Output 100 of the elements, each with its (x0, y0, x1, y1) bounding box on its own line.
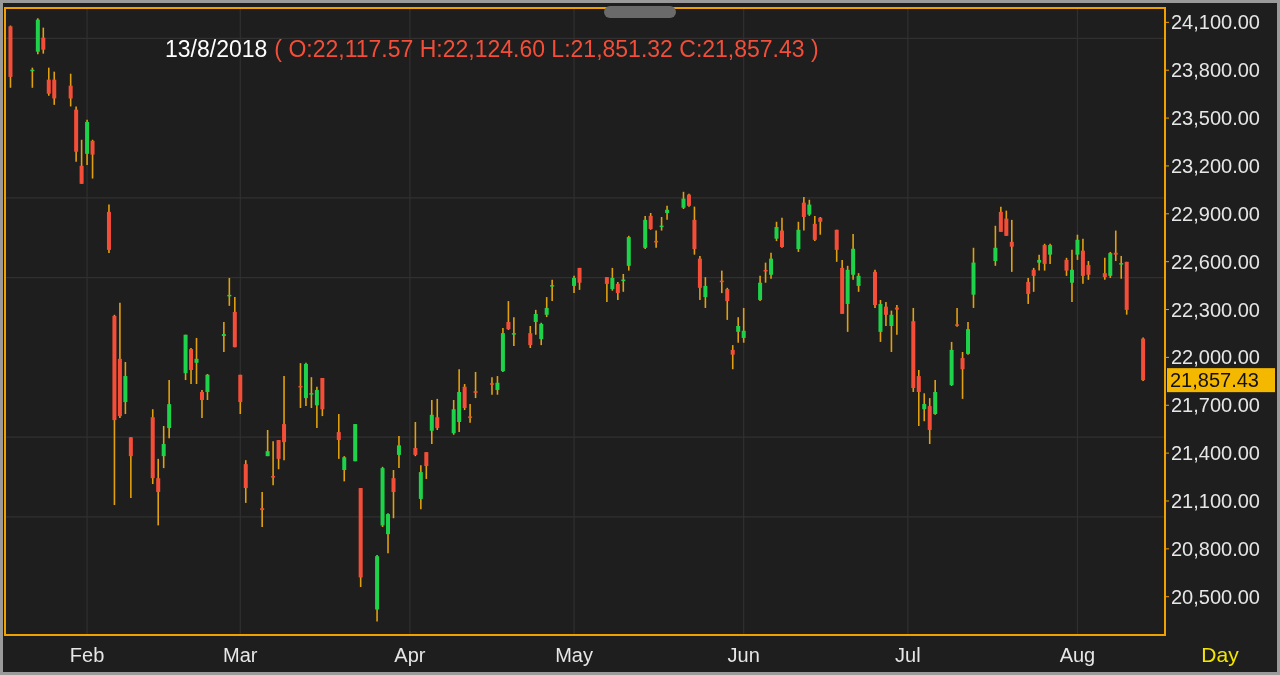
x-tick-label: Aug (1059, 644, 1096, 666)
y-tick-label: 24,100.00 (1171, 11, 1260, 34)
candlestick (1108, 251, 1113, 279)
candlestick (856, 272, 861, 293)
y-tick-label: 23,500.00 (1171, 107, 1260, 130)
candlestick (424, 451, 429, 480)
candlestick (271, 440, 276, 487)
candlestick (604, 276, 609, 303)
candlestick (161, 425, 166, 469)
candlestick (68, 72, 73, 108)
candlestick (396, 435, 401, 469)
candlestick (79, 138, 84, 185)
candlestick (429, 399, 434, 445)
candlestick (1031, 267, 1036, 293)
y-tick-label: 20,500.00 (1171, 585, 1260, 608)
candlestick (199, 389, 204, 419)
candlestick (1069, 249, 1074, 303)
candlestick (955, 307, 960, 328)
candlestick (927, 397, 932, 445)
candlestick (468, 403, 473, 424)
candlestick (391, 469, 396, 520)
y-tick-label: 21,700.00 (1171, 394, 1260, 417)
candlestick (1009, 219, 1014, 273)
candlestick (736, 316, 741, 344)
candlestick (894, 304, 899, 336)
candlestick (818, 216, 823, 236)
candlestick (221, 321, 226, 353)
candlestick (758, 275, 763, 302)
y-tick-label: 21,400.00 (1171, 442, 1260, 465)
candlestick (1042, 243, 1047, 272)
y-tick-label: 21,100.00 (1171, 489, 1260, 512)
x-tick-label: Apr (394, 644, 426, 666)
candlestick (489, 376, 494, 396)
candlestick (774, 220, 779, 242)
candlestick (128, 436, 133, 499)
candlestick (539, 321, 544, 346)
candlestick (769, 251, 774, 280)
text: Day (1201, 643, 1240, 666)
candlestick (1119, 255, 1124, 280)
candlestick (336, 413, 341, 460)
candlestick (916, 369, 921, 427)
y-tick-label: 23,200.00 (1171, 154, 1260, 177)
x-tick-label: Mar (223, 644, 258, 666)
candlestick (741, 307, 746, 344)
candlestick (495, 375, 500, 396)
candlestick (703, 276, 708, 309)
candlestick (473, 371, 478, 399)
candlestick (883, 301, 888, 327)
candlestick (243, 459, 248, 504)
candlestick (812, 215, 817, 242)
candlestick (511, 316, 516, 347)
candlestick (615, 281, 620, 301)
candlestick (1048, 243, 1053, 265)
candlestick (528, 325, 533, 349)
candlestick (194, 337, 199, 385)
x-tick-label: Jun (727, 644, 760, 666)
candlestick (41, 26, 46, 55)
candlestick (796, 220, 801, 253)
candlestick (265, 429, 270, 457)
candlestick (435, 398, 440, 431)
candlestick (167, 379, 172, 439)
candlestick (533, 309, 538, 336)
candlestick (550, 279, 555, 302)
candlestick (801, 196, 806, 232)
candlestick (314, 385, 319, 429)
candlestick (189, 347, 194, 385)
text: 13/8/2018 (165, 36, 268, 62)
y-tick-label: 22,300.00 (1171, 298, 1260, 321)
candlestick (993, 224, 998, 267)
candlestick (725, 287, 730, 321)
text: 21,857.43 (1170, 369, 1259, 392)
y-tick-label: 22,900.00 (1171, 202, 1260, 225)
y-tick-label: 22,600.00 (1171, 250, 1260, 273)
candlestick (1026, 277, 1031, 305)
candlestick (730, 344, 735, 370)
candlestick (260, 491, 265, 528)
y-tick-label: 20,800.00 (1171, 537, 1260, 560)
candlestick (1037, 253, 1042, 272)
candlestick (922, 392, 927, 423)
candlestick (544, 296, 549, 318)
candlestick (506, 300, 511, 331)
candlestick (779, 217, 784, 249)
candlestick (1075, 233, 1080, 261)
y-tick-label: 23,800.00 (1171, 59, 1260, 82)
x-tick-label: Jul (895, 644, 921, 666)
candlestick (413, 421, 418, 457)
candlestick (156, 458, 161, 527)
candlestick (205, 373, 210, 401)
candlestick (1113, 229, 1118, 262)
candlestick (1102, 257, 1107, 281)
y-tick-label: 22,000.00 (1171, 346, 1260, 369)
text: ( O:22,117.57 H:22,124.60 L:21,851.32 C:21,857.43 ) (274, 36, 819, 62)
candlestick (90, 138, 95, 180)
candlestick (610, 267, 615, 292)
x-tick-label: Feb (69, 644, 105, 666)
candlestick (933, 379, 938, 416)
candlestick (665, 205, 670, 221)
candlestick (960, 351, 965, 400)
candlestick (462, 383, 467, 411)
candlestick (834, 228, 839, 263)
